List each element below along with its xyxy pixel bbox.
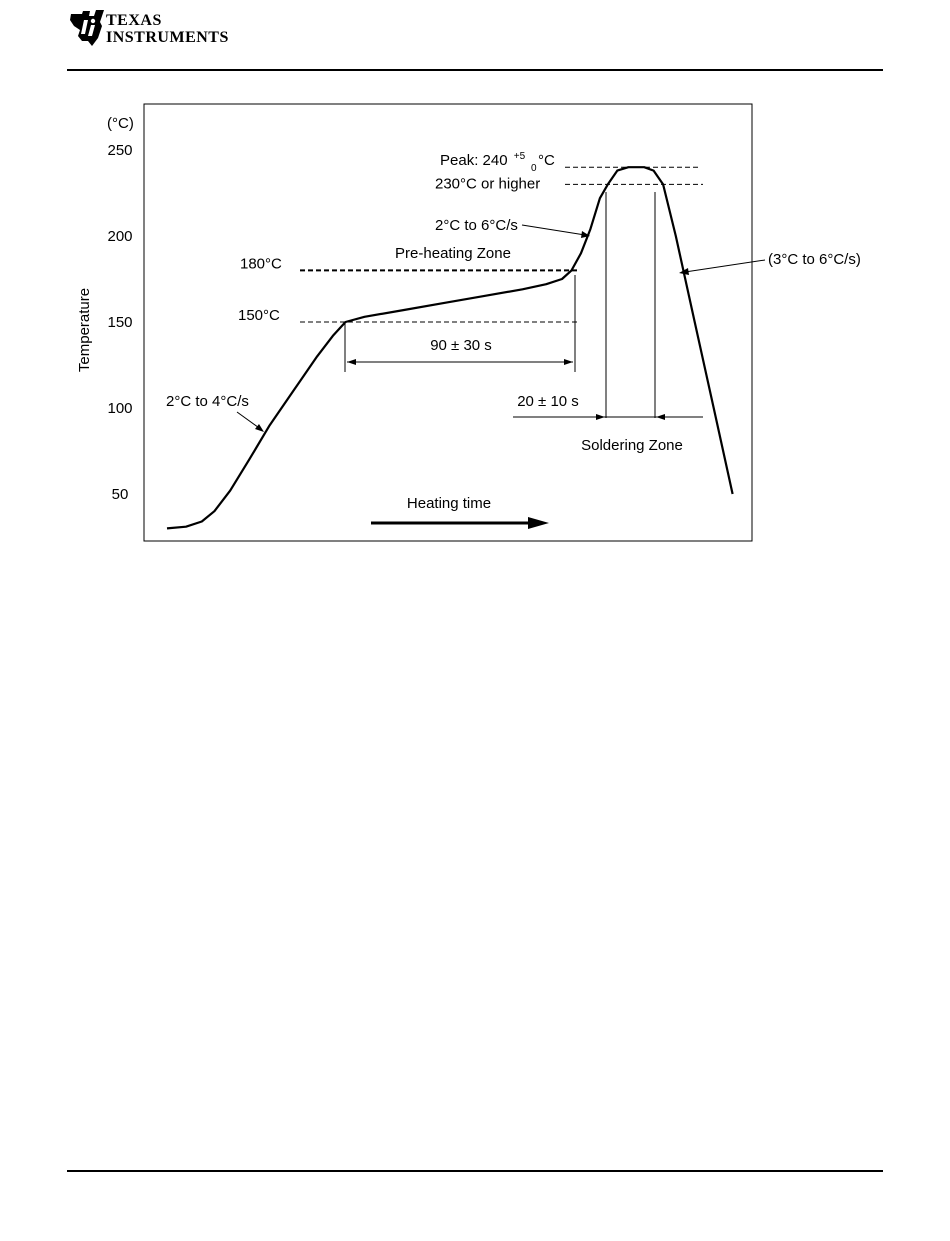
peak-label-prefix: Peak: 240 [440, 152, 508, 169]
peak-label-sup: +5 [514, 151, 526, 162]
y-axis-title: Temperature [76, 288, 93, 372]
y-tick-label: 100 [107, 400, 132, 417]
preheat-arrow-right [564, 359, 573, 365]
ramp-peak-label: 2°C to 6°C/s [435, 217, 518, 234]
heating-time-label: Heating time [407, 495, 491, 512]
y-tick-label: 50 [112, 486, 129, 503]
ramp-peak-leader [521, 224, 586, 236]
solder-arrow-left [596, 414, 605, 420]
brand-line-1: TEXAS [106, 12, 162, 29]
header-rule [67, 69, 883, 71]
brand-line-2: INSTRUMENTS [106, 29, 229, 46]
temperature-profile-line [166, 166, 734, 530]
heating-time-arrowhead [528, 517, 549, 529]
ramp-down-arrowhead [679, 268, 689, 275]
180-label: 180°C [240, 255, 282, 272]
peak-label-sub: 0 [531, 163, 537, 174]
230-label: 230°C or higher [435, 175, 540, 192]
footer-rule [67, 1170, 883, 1172]
y-tick-label: 250 [107, 142, 132, 159]
preheat-arrow-left [347, 359, 356, 365]
ti-logo-icon [70, 10, 104, 46]
solder-duration-label: 20 ± 10 s [517, 393, 579, 410]
y-tick-label: 200 [107, 228, 132, 245]
ramp-down-leader [684, 259, 766, 273]
preheat-zone-label: Pre-heating Zone [395, 245, 511, 262]
y-unit-label: (°C) [107, 115, 134, 132]
ramp-peak-arrowhead [581, 231, 590, 238]
peak-label: Peak: 240 +5 [440, 151, 526, 169]
peak-label-suffix: °C [538, 152, 555, 169]
reflow-profile-chart: (°C) Temperature 250 200 150 100 50 Peak: 24… [76, 103, 861, 542]
preheat-duration-label: 90 ± 30 s [430, 337, 492, 354]
y-tick-label: 150 [107, 314, 132, 331]
chart-frame [143, 103, 753, 542]
ramp-up-arrowhead [255, 424, 264, 432]
ramp-down-label: (3°C to 6°C/s) [768, 251, 861, 268]
ti-logo [68, 8, 228, 48]
ramp-up-label: 2°C to 4°C/s [166, 393, 249, 410]
soldering-zone-label: Soldering Zone [581, 437, 683, 454]
150-label: 150°C [238, 307, 280, 324]
y-tick-labels: 250 200 150 100 50 [107, 142, 132, 503]
solder-arrow-right [656, 414, 665, 420]
